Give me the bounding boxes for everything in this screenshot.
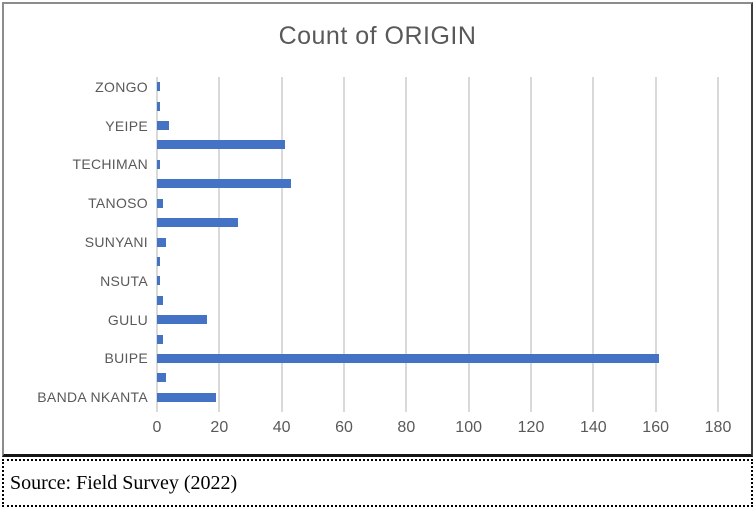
gridline xyxy=(654,77,657,407)
axis-tick xyxy=(156,407,158,412)
bar xyxy=(157,315,207,325)
x-tick-label: 100 xyxy=(455,419,482,436)
x-tick-label: 160 xyxy=(642,419,669,436)
axis-tick xyxy=(592,407,595,412)
x-tick-label: 60 xyxy=(335,419,353,436)
bar xyxy=(157,218,239,228)
bar xyxy=(157,159,161,169)
bar xyxy=(157,295,164,305)
bar xyxy=(157,353,659,363)
axis-tick xyxy=(467,407,470,412)
x-tick-label: 40 xyxy=(272,419,291,436)
category-label: BUIPE xyxy=(104,350,148,367)
x-tick-label: 80 xyxy=(397,419,416,436)
gridline xyxy=(343,77,345,407)
gridline xyxy=(717,77,719,407)
bar xyxy=(157,373,167,383)
axis-tick xyxy=(530,407,532,412)
bar xyxy=(157,392,217,402)
gridline xyxy=(592,77,595,407)
category-label: ZONGO xyxy=(95,78,148,95)
source-note: Source: Field Survey (2022) xyxy=(10,471,238,494)
chart-area: Count of ORIGIN 0 20 40 60 80 100 120 140 160 180… xyxy=(4,4,751,454)
axis-tick xyxy=(343,407,345,412)
bar xyxy=(157,101,161,111)
bar xyxy=(157,179,292,189)
gridline xyxy=(467,77,470,407)
category-label: BANDA NKANTA xyxy=(37,389,148,406)
bar xyxy=(157,198,164,208)
plot-area: 0 20 40 60 80 100 120 140 160 180 ZONGO YEIPE TECHIM… xyxy=(4,4,751,454)
x-tick-label: 0 xyxy=(152,419,162,436)
bar xyxy=(157,121,170,131)
gridline xyxy=(405,77,408,407)
x-tick-label: 120 xyxy=(517,419,545,436)
source-note-box: Source: Field Survey (2022) xyxy=(2,459,753,507)
category-label: YEIPE xyxy=(105,117,148,134)
axis-tick xyxy=(218,407,221,412)
bar xyxy=(157,334,164,344)
axis-tick xyxy=(717,407,719,412)
bar xyxy=(157,276,161,286)
axis-tick xyxy=(280,407,283,412)
gridline xyxy=(218,77,221,407)
bar xyxy=(157,82,161,92)
x-tick-label: 20 xyxy=(210,419,229,436)
category-label: NSUTA xyxy=(100,272,148,289)
gridline xyxy=(280,77,283,407)
bar xyxy=(157,256,161,266)
axis-tick xyxy=(405,407,408,412)
category-label: GULU xyxy=(107,311,148,328)
gridline xyxy=(530,77,532,407)
bar xyxy=(157,140,285,150)
origin-count-chart: Count of ORIGIN 0 20 40 60 80 100 120 140 160 180… xyxy=(2,2,753,457)
x-tick-label: 140 xyxy=(579,419,607,436)
axis-tick xyxy=(654,407,657,412)
chart-title: Count of ORIGIN xyxy=(278,22,477,50)
category-label: SUNYANI xyxy=(84,234,148,250)
category-label: TECHIMAN xyxy=(72,156,148,173)
x-tick-label: 180 xyxy=(704,419,732,436)
bar xyxy=(157,237,167,247)
category-label: TANOSO xyxy=(88,195,148,212)
